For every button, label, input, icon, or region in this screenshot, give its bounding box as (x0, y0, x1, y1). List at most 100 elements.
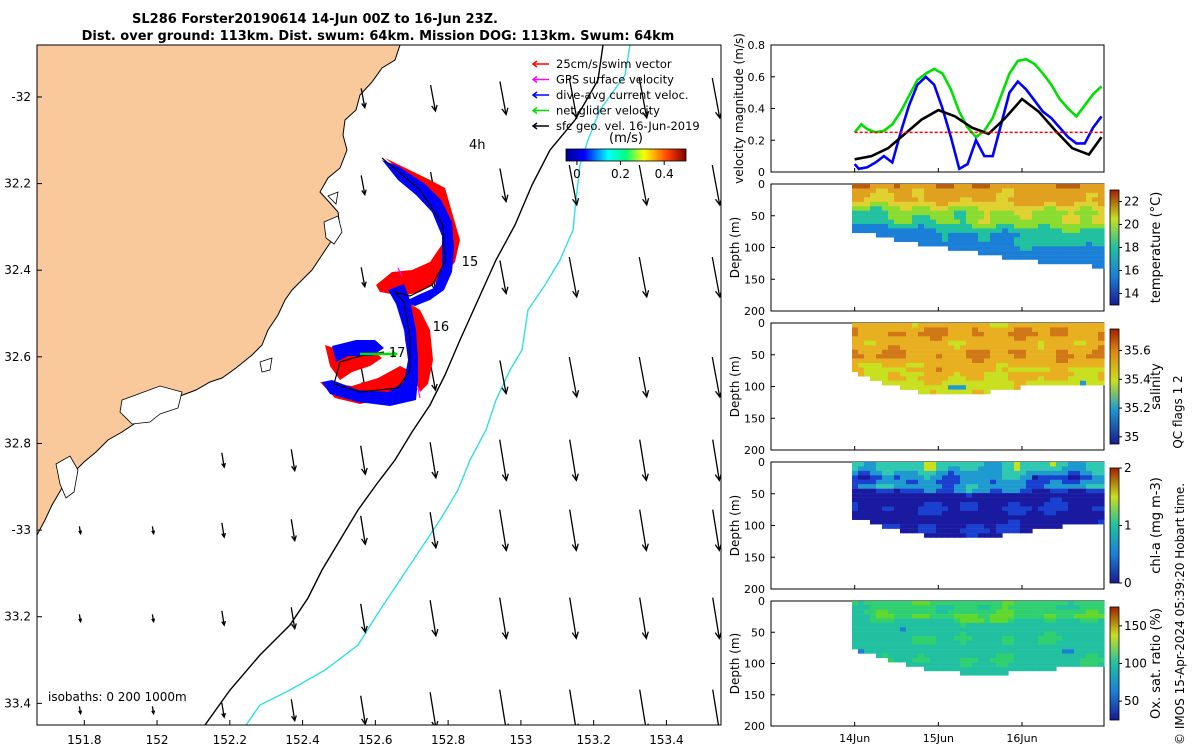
heatmap-cell (1062, 462, 1069, 467)
heatmap-cell (906, 237, 913, 242)
heatmap-cell (1080, 609, 1087, 615)
heatmap-cell (1020, 380, 1027, 386)
heatmap-cell (978, 666, 985, 672)
heatmap-cell (924, 631, 931, 637)
heatmap-cell (1086, 354, 1093, 359)
heatmap-cell (1008, 363, 1015, 368)
heatmap-cell (1014, 470, 1021, 476)
heatmap-cell (876, 184, 883, 189)
heatmap-cell (948, 666, 955, 672)
heatmap-cell (1068, 336, 1075, 341)
heatmap-cell (1062, 358, 1069, 364)
geo-vector-head (431, 540, 439, 550)
heatmap-cell (870, 210, 877, 216)
heatmap-cell (972, 210, 979, 216)
heatmap-cell (858, 640, 865, 645)
heatmap-cell (960, 389, 967, 395)
heatmap-cell (996, 232, 1003, 238)
heatmap-cell (1056, 510, 1063, 516)
heatmap-cell (972, 349, 979, 355)
heatmap-cell (888, 331, 895, 337)
heatmap-cell (942, 385, 949, 390)
heatmap-cell (966, 666, 973, 672)
map-x-tick-label: 153.2 (576, 733, 610, 747)
heatmap-cell (888, 201, 895, 207)
heatmap-cell (1056, 376, 1063, 381)
heatmap-cell (1038, 475, 1045, 480)
heatmap-cell (1002, 462, 1009, 467)
heatmap-cell (1092, 380, 1099, 386)
heatmap-cell (960, 614, 967, 619)
heatmap-cell (1044, 614, 1051, 619)
heatmap-cell (906, 479, 913, 485)
heatmap-cell (954, 219, 961, 225)
heatmap-cell (1050, 237, 1057, 242)
heatmap-cell (1062, 363, 1069, 368)
heatmap-cell (954, 246, 961, 251)
heatmap-cell (996, 237, 1003, 242)
geo-vector (360, 445, 366, 475)
heatmap-cell (924, 385, 931, 390)
heatmap-cell (948, 510, 955, 516)
heatmap-cell (972, 653, 979, 659)
heatmap-cell (864, 627, 871, 632)
heatmap-cell (1050, 336, 1057, 341)
heatmap-cell (972, 367, 979, 373)
geo-vector-head (151, 710, 156, 716)
heatmap-cell (858, 197, 865, 202)
heatmap-cell (966, 228, 973, 234)
geo-vector (638, 256, 648, 298)
heatmap-cell (1020, 219, 1027, 225)
colorbar-label: Ox. sat. ratio (%) (1149, 608, 1164, 719)
geo-vector-head (572, 290, 580, 299)
heatmap-cell (894, 636, 901, 641)
heatmap-cell (936, 345, 943, 350)
heatmap-cell (888, 228, 895, 234)
heatmap-cell (1008, 622, 1015, 628)
heatmap-cell (930, 657, 937, 663)
heatmap-cell (1014, 653, 1021, 659)
heatmap-cell (918, 363, 925, 368)
heatmap-cell (1098, 264, 1105, 269)
heatmap-cell (1008, 601, 1015, 606)
heatmap-cell (1044, 662, 1051, 667)
heatmap-cell (996, 609, 1003, 615)
heatmap-cell (852, 488, 859, 494)
heatmap-cell (990, 666, 997, 672)
heatmap-cell (906, 197, 913, 202)
heatmap-cell (1008, 644, 1015, 650)
heatmap-cell (1080, 493, 1087, 498)
geo-vector (711, 77, 721, 119)
heatmap-cell (1032, 255, 1039, 260)
heatmap-cell (966, 519, 973, 525)
heatmap-cell (1050, 627, 1057, 632)
heatmap-cell (966, 605, 973, 610)
heatmap-cell (978, 349, 985, 355)
heatmap-cell (894, 184, 901, 189)
heatmap-cell (1092, 188, 1099, 194)
heatmap-cell (966, 484, 973, 489)
heatmap-cell (900, 354, 907, 359)
heatmap-cell (1074, 479, 1081, 485)
heatmap-cell (1002, 336, 1009, 341)
heatmap-cell (1050, 219, 1057, 225)
heatmap-cell (1056, 644, 1063, 650)
heatmap-cell (864, 363, 871, 368)
heatmap-cell (858, 363, 865, 368)
heatmap-cell (918, 380, 925, 386)
heatmap-cell (1068, 605, 1075, 610)
heatmap-cell (978, 609, 985, 615)
heatmap-cell (966, 466, 973, 472)
heatmap-cell (942, 493, 949, 498)
heatmap-cell (1026, 614, 1033, 619)
heatmap-cell (858, 336, 865, 341)
heatmap-cell (906, 649, 913, 654)
heatmap-cell (972, 466, 979, 472)
heatmap-cell (912, 349, 919, 355)
heatmap-cell (996, 228, 1003, 234)
colorbar-tick-label: 0.4 (655, 167, 674, 181)
depth-tick-label: 50 (751, 488, 765, 501)
heatmap-cell (1086, 662, 1093, 667)
heatmap-cell (960, 640, 967, 645)
heatmap-cell (1080, 649, 1087, 654)
